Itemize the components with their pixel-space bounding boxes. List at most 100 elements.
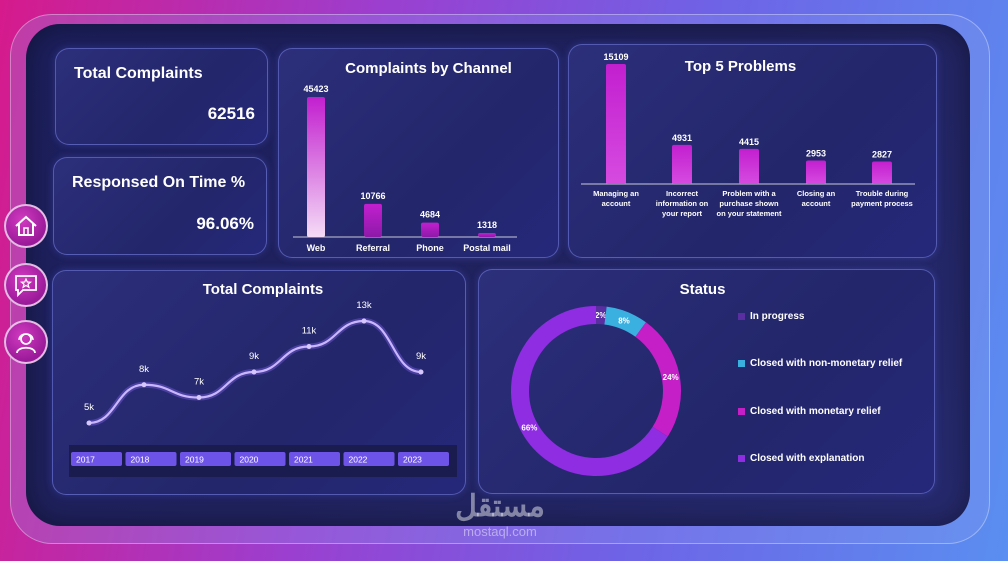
problem-bar-value: 4415 (739, 137, 759, 147)
problem-category-label: account (602, 199, 631, 208)
status-slice-label: 66% (521, 424, 537, 433)
channel-bar-value: 10766 (360, 191, 385, 201)
watermark-logo: مستقل (455, 490, 545, 523)
status-slice (511, 306, 668, 476)
legend-swatch (738, 312, 745, 320)
trend-point (86, 420, 92, 426)
trend-point (251, 369, 257, 375)
problem-category-label: Closing an (797, 189, 836, 198)
legend-label: Closed with explanation (750, 453, 865, 464)
status-donut-chart: 2% 8% 24% 66% (511, 306, 681, 476)
trend-chart-title: Total Complaints (202, 281, 324, 298)
trend-point-label: 9k (416, 351, 426, 362)
channel-chart-card: Complaints by Channel 45423 Web 10766 Refer… (278, 48, 559, 258)
problem-category-label: Incorrect (666, 189, 699, 198)
home-button[interactable] (4, 204, 48, 248)
channel-bar-chart: 45423 Web 10766 Referral 4684 Phone 1318 Postal… (293, 84, 517, 253)
trend-point (361, 318, 367, 324)
responded-on-time-label: Responsed On Time % (72, 174, 246, 191)
legend-swatch (738, 359, 745, 367)
problem-category-label: information on (656, 199, 709, 208)
year-slicer-button (289, 452, 340, 466)
year-slicer-label: 2018 (131, 455, 150, 465)
total-complaints-value: 62516 (207, 104, 255, 123)
status-slice (604, 306, 646, 337)
problem-category-label: Managing an (593, 189, 639, 198)
trend-point (196, 395, 202, 400)
channel-bar (307, 97, 325, 237)
channel-category-label: Postal mail (463, 243, 511, 253)
legend-item-in-progress: In progress (738, 311, 804, 322)
feedback-button[interactable] (4, 263, 48, 307)
year-slicer-button (343, 452, 395, 466)
legend-item-monetary: Closed with monetary relief (738, 406, 881, 417)
problem-bar-value: 4931 (672, 133, 692, 143)
status-slice-label: 2% (595, 311, 607, 320)
responded-on-time-card: Responsed On Time % 96.06% (53, 157, 267, 255)
trend-point-label: 8k (139, 364, 149, 375)
status-chart-card: Status 2% 8% 24% 66% (478, 269, 935, 494)
legend-label: Closed with non-monetary relief (750, 358, 903, 369)
problem-bar-value: 2827 (872, 150, 892, 160)
problem-category-label: Trouble during (856, 189, 909, 198)
year-slicer-label: 2023 (403, 455, 422, 465)
channel-bar (421, 222, 439, 237)
problem-category-label: on your statement (716, 209, 782, 218)
status-slice-label: 24% (663, 373, 679, 382)
status-slice (595, 306, 607, 325)
year-slicer-button (71, 452, 122, 466)
responded-on-time-value: 96.06% (196, 214, 254, 233)
year-slicer-button (398, 452, 449, 466)
channel-bar-value: 1318 (477, 220, 497, 230)
channel-bar-value: 4684 (420, 210, 440, 220)
problem-bar (872, 161, 892, 184)
year-slicer-label: 2022 (349, 455, 368, 465)
trend-chart-card: Total Complaints 5k 8k 7k 9k 11k 13k 9k 2017 201… (52, 270, 466, 495)
total-complaints-label: Total Complaints (74, 65, 203, 82)
channel-bar-value: 45423 (303, 84, 328, 94)
problem-category-label: Problem with a (722, 189, 776, 198)
trend-point (418, 369, 424, 375)
chat-star-icon (15, 275, 37, 298)
problem-category-label: your report (662, 209, 703, 218)
trend-point-label: 11k (302, 326, 317, 337)
top-problems-title: Top 5 Problems (684, 58, 797, 75)
watermark-url: mostaql.com (463, 524, 537, 539)
legend-item-non-monetary: Closed with non-monetary relief (738, 358, 902, 369)
trend-point-label: 9k (249, 351, 259, 362)
legend-item-explanation: Closed with explanation (738, 453, 864, 464)
problem-category-label: purchase shown (719, 199, 779, 208)
year-slicer-label: 2021 (294, 455, 313, 465)
top-problems-card: Top 5 Problems 15109 Managing an account 49… (568, 44, 937, 258)
year-slicer-label: 2019 (185, 455, 204, 465)
legend-swatch (738, 454, 745, 462)
legend-label: Closed with monetary relief (750, 406, 881, 417)
year-slicer-button (234, 452, 286, 466)
trend-point (141, 382, 147, 388)
problem-bar-value: 2953 (806, 149, 826, 159)
problem-bar (806, 160, 826, 184)
user-headset-icon (16, 333, 36, 354)
year-slicer-button (125, 452, 177, 466)
trend-point-label: 7k (194, 377, 204, 388)
support-button[interactable] (4, 320, 48, 364)
watermark: مستقل mostaql.com (430, 490, 570, 540)
problem-category-label: account (802, 199, 831, 208)
home-icon (15, 215, 37, 236)
year-slicer-label: 2020 (240, 455, 259, 465)
problem-bar (606, 64, 626, 184)
trend-point-label: 5k (84, 402, 94, 413)
trend-point (306, 344, 312, 349)
status-slice-label: 8% (618, 316, 630, 325)
legend-swatch (738, 407, 745, 415)
year-slicer-label: 2017 (76, 455, 95, 465)
problem-bar-value: 15109 (603, 52, 628, 62)
year-slicer-button (180, 452, 231, 466)
status-chart-title: Status (679, 281, 726, 298)
problem-bar (672, 144, 692, 184)
channel-chart-title: Complaints by Channel (345, 60, 512, 77)
channel-bar (478, 232, 496, 237)
problem-bar (739, 148, 759, 184)
trend-point-label: 13k (356, 300, 372, 311)
